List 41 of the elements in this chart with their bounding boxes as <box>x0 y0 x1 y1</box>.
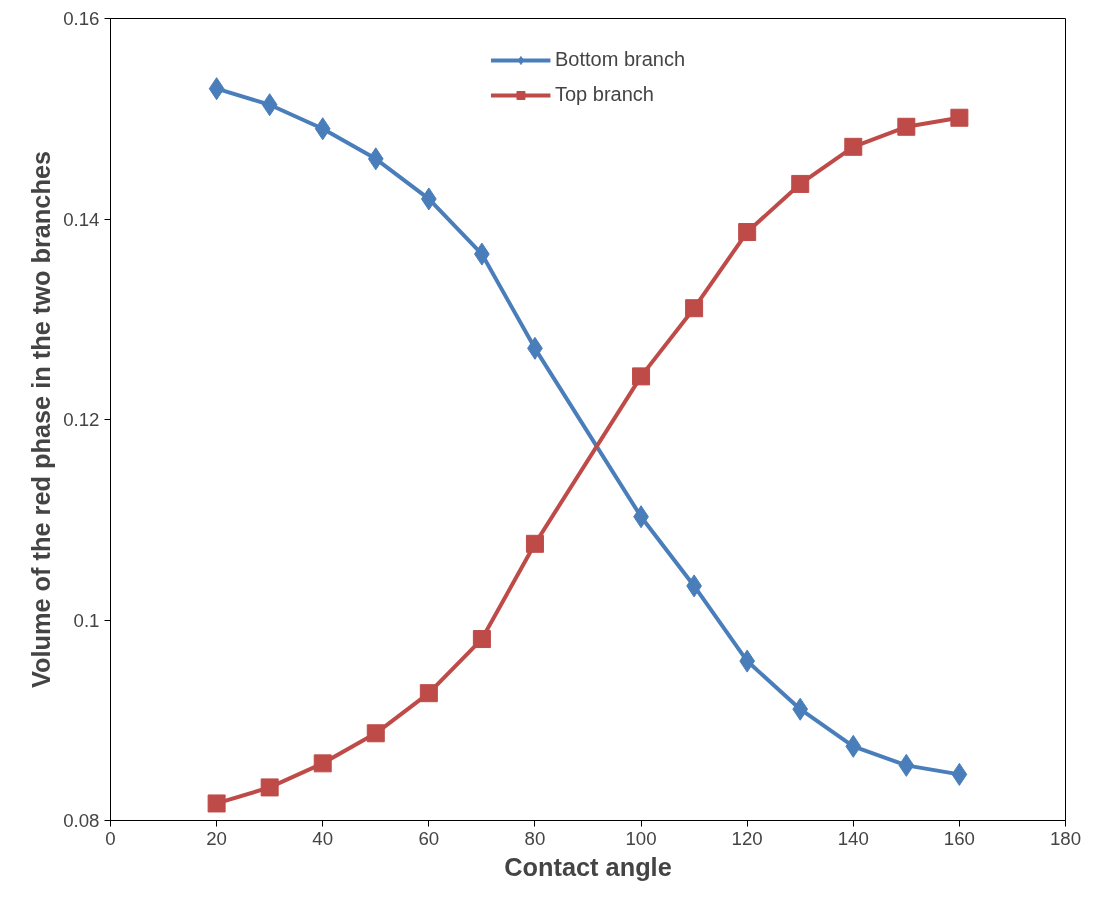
point <box>366 724 385 743</box>
x-tick-label: 180 <box>1049 827 1082 849</box>
point <box>419 684 438 703</box>
point <box>738 223 757 242</box>
point <box>260 778 279 797</box>
point <box>950 108 969 127</box>
x-tick-label: 80 <box>524 827 546 849</box>
point <box>844 137 863 156</box>
x-tick-label: 40 <box>312 827 334 849</box>
y-axis-title: Volume of the red phase in the two branches <box>27 150 56 689</box>
point <box>685 299 704 318</box>
x-tick-label: 100 <box>625 827 657 849</box>
x-tick-label: 140 <box>837 827 869 849</box>
point <box>207 794 226 813</box>
point <box>313 754 332 773</box>
point <box>632 367 651 386</box>
point <box>208 77 225 101</box>
y-tick-label: 0.1 <box>73 609 100 631</box>
point <box>525 534 544 553</box>
x-tick-label: 160 <box>943 827 975 849</box>
x-tick-label: 120 <box>731 827 763 849</box>
point <box>472 630 491 649</box>
x-axis-title: Contact angle <box>504 852 672 881</box>
y-tick-label: 0.12 <box>63 409 100 430</box>
point <box>898 753 915 777</box>
y-tick-label: 0.14 <box>63 208 100 230</box>
legend-label: Bottom branch <box>554 48 686 71</box>
x-tick-label: 0 <box>105 827 116 849</box>
legend-label: Top branch <box>554 83 654 106</box>
x-tick-label: 60 <box>418 827 440 849</box>
point <box>261 93 278 117</box>
point <box>845 734 862 758</box>
point <box>791 174 810 193</box>
point <box>792 697 809 721</box>
point <box>314 117 331 141</box>
point <box>367 147 384 171</box>
point <box>897 117 916 136</box>
y-tick-label: 0.08 <box>63 810 100 831</box>
y-tick-label: 0.16 <box>63 8 100 29</box>
point <box>951 762 968 786</box>
x-tick-label: 20 <box>206 827 227 849</box>
